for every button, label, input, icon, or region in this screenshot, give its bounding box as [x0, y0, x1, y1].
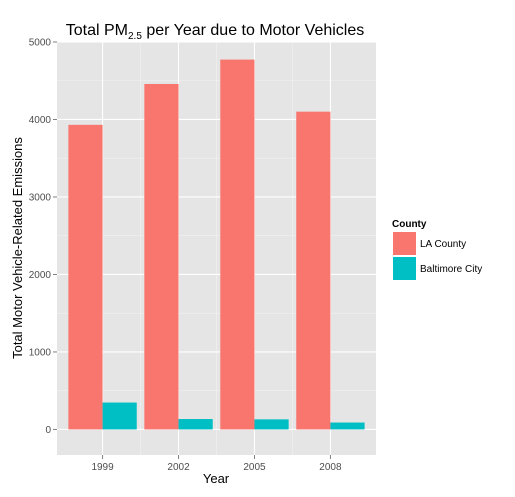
- chart-title-subscript: 2.5: [128, 31, 142, 42]
- y-tick-label: 4000: [29, 115, 52, 126]
- legend-label: LA County: [420, 239, 466, 250]
- legend-label: Baltimore City: [420, 264, 482, 275]
- grid-minor: [57, 42, 376, 455]
- bar-baltimore-city-2002: [178, 419, 213, 430]
- bar-la-county-1999: [68, 124, 103, 430]
- bar-la-county-2008: [296, 111, 331, 430]
- chart-title: Total PM2.5 per Year due to Motor Vehicl…: [66, 22, 365, 42]
- x-tick-label: 2002: [167, 462, 190, 473]
- y-axis: 0 1000 2000 3000 4000 5000: [29, 38, 57, 436]
- bar-la-county-2005: [220, 59, 255, 430]
- y-axis-title: Total Motor Vehicle-Related Emissions: [10, 137, 25, 359]
- y-tick-label: 2000: [29, 270, 52, 281]
- y-tick-label: 3000: [29, 192, 52, 203]
- bar-baltimore-city-2005: [254, 419, 289, 430]
- bars: [68, 59, 365, 430]
- x-tick-label: 2005: [243, 462, 266, 473]
- y-tick-label: 0: [45, 425, 51, 436]
- x-tick-label: 1999: [91, 462, 114, 473]
- bar-baltimore-city-2008: [330, 422, 365, 430]
- chart-title-main: Total PM: [66, 22, 128, 39]
- chart-title-rest: per Year due to Motor Vehicles: [142, 22, 364, 39]
- x-axis: 1999 2002 2005 2008: [91, 455, 342, 473]
- legend-title: County: [392, 219, 427, 230]
- legend-key-baltimore-city: [393, 257, 416, 280]
- x-tick-label: 2008: [319, 462, 342, 473]
- legend-key-la-county: [393, 232, 416, 255]
- y-tick-label: 5000: [29, 38, 52, 49]
- bar-baltimore-city-1999: [102, 402, 137, 430]
- y-tick-label: 1000: [29, 347, 52, 358]
- x-axis-title: Year: [203, 471, 230, 486]
- legend: County LA County Baltimore City: [392, 219, 482, 280]
- bar-la-county-2002: [144, 83, 179, 430]
